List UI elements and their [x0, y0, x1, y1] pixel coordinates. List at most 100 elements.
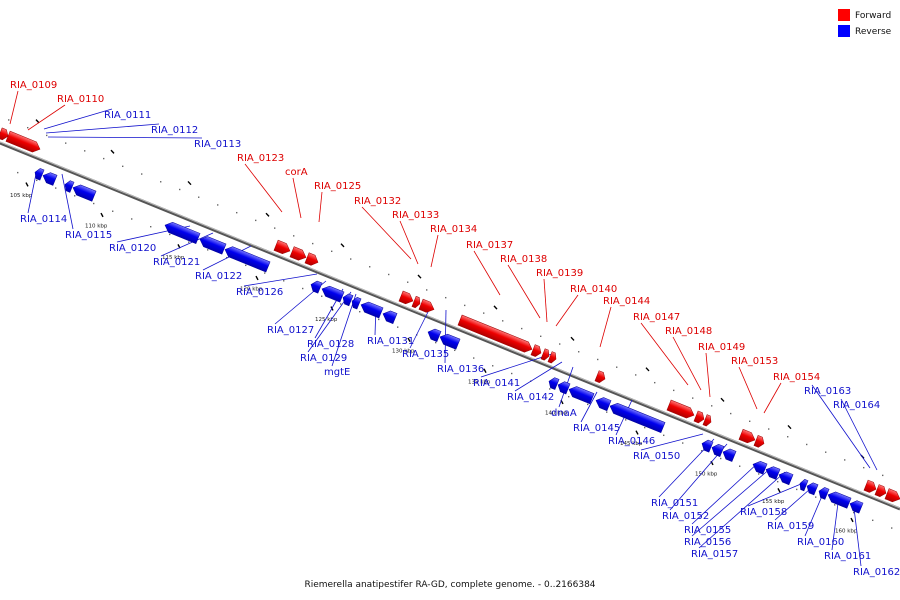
leader-line [853, 507, 862, 567]
tick-label: 155 kbp [762, 499, 785, 505]
leader-line [691, 461, 760, 525]
legend-forward-label: Forward [855, 11, 891, 21]
gene-label: mgtE [324, 367, 350, 378]
leader-line [705, 352, 711, 398]
forward-gene-arrow [289, 246, 307, 261]
minor-dot [834, 504, 836, 506]
minor-dot [198, 196, 200, 198]
forward-gene-arrow [273, 239, 291, 255]
reverse-gene-arrow [342, 293, 354, 307]
minor-dot [568, 395, 570, 398]
minor-dot [673, 389, 675, 392]
leader-line [640, 433, 704, 451]
label-leader-lines [9, 90, 878, 567]
leader-line [61, 173, 74, 230]
reverse-gene-arrow [64, 180, 75, 193]
minor-dot [502, 320, 504, 322]
gene-label: RIA_0109 [10, 80, 57, 91]
gene-label: RIA_0123 [237, 153, 284, 164]
minor-dot [65, 142, 67, 144]
major-tick [850, 517, 854, 523]
minor-dot [806, 443, 808, 446]
minor-dot [597, 358, 599, 361]
legend-forward-swatch [838, 9, 850, 21]
leader-line [318, 191, 323, 223]
minor-dot [739, 465, 741, 467]
minor-tick-dots [8, 119, 893, 529]
reverse-gene-arrow [321, 285, 345, 303]
reverse-gene-arrow [548, 377, 560, 390]
gene-label: RIA_0147 [633, 312, 680, 323]
leader-line [738, 366, 758, 410]
major-tick [25, 182, 29, 187]
leader-line [43, 108, 113, 130]
minor-dot [730, 412, 732, 415]
major-tick [110, 149, 115, 154]
leader-line [430, 234, 439, 268]
minor-dot [321, 295, 323, 297]
minor-dot [283, 280, 285, 282]
gene-label: RIA_0146 [608, 436, 655, 447]
leader-line [473, 250, 501, 296]
reverse-gene-arrow [849, 500, 864, 514]
gene-label: RIA_0138 [500, 254, 547, 265]
minor-dot [131, 218, 133, 220]
reverse-gene-arrow [818, 487, 830, 500]
gene-label: RIA_0110 [57, 94, 104, 105]
forward-gene-arrow [398, 290, 414, 305]
leader-line [543, 278, 548, 323]
forward-gene-arrow [540, 348, 550, 361]
minor-dot [787, 436, 789, 438]
minor-dot [188, 241, 190, 243]
minor-dot [663, 434, 665, 437]
gene-label: RIA_0140 [570, 284, 617, 295]
gene-label: RIA_0135 [402, 349, 449, 360]
gene-label: RIA_0145 [573, 423, 620, 434]
minor-dot [521, 327, 523, 330]
reverse-gene-arrow [722, 448, 737, 462]
gene-label: RIA_0164 [833, 400, 880, 411]
leader-line [672, 336, 702, 391]
leader-line [831, 502, 839, 551]
minor-dot [749, 420, 751, 422]
reverse-gene-arrow [701, 439, 714, 453]
minor-dot [815, 496, 817, 498]
minor-dot [160, 181, 162, 183]
major-tick [570, 336, 575, 341]
leader-line [399, 220, 419, 265]
gene-label: corA [285, 167, 308, 178]
leader-line [292, 177, 302, 219]
reverse-gene-arrow [711, 444, 725, 458]
minor-dot [758, 473, 760, 475]
forward-gene-arrow [753, 435, 765, 448]
major-tick [720, 397, 725, 402]
tick-label: 120 kbp [240, 287, 263, 293]
gene-label: dnaA [551, 408, 577, 419]
reverse-gene-arrow [360, 301, 384, 319]
reverse-gene-arrow [827, 491, 852, 509]
forward-gene-arrow [863, 479, 877, 493]
major-tick [417, 274, 422, 279]
minor-dot [293, 235, 295, 237]
minor-dot [388, 273, 390, 276]
minor-dot [549, 388, 551, 390]
tick-label: 150 kbp [695, 472, 718, 478]
major-tick [255, 275, 259, 281]
minor-dot [891, 527, 893, 529]
major-tick [100, 212, 104, 218]
gene-label: RIA_0136 [437, 364, 484, 375]
minor-dot [635, 374, 637, 376]
major-tick [407, 337, 411, 343]
minor-dot [578, 351, 580, 353]
minor-dot [559, 343, 561, 345]
minor-dot [27, 126, 29, 129]
reverse-gene-arrow [595, 397, 612, 412]
minor-dot [226, 256, 228, 259]
gene-label: RIA_0156 [684, 537, 731, 548]
gene-label: RIA_0151 [651, 498, 698, 509]
minor-dot [825, 451, 827, 453]
minor-dot [863, 466, 865, 469]
forward-gene-arrow [874, 484, 887, 498]
minor-dot [217, 204, 219, 206]
